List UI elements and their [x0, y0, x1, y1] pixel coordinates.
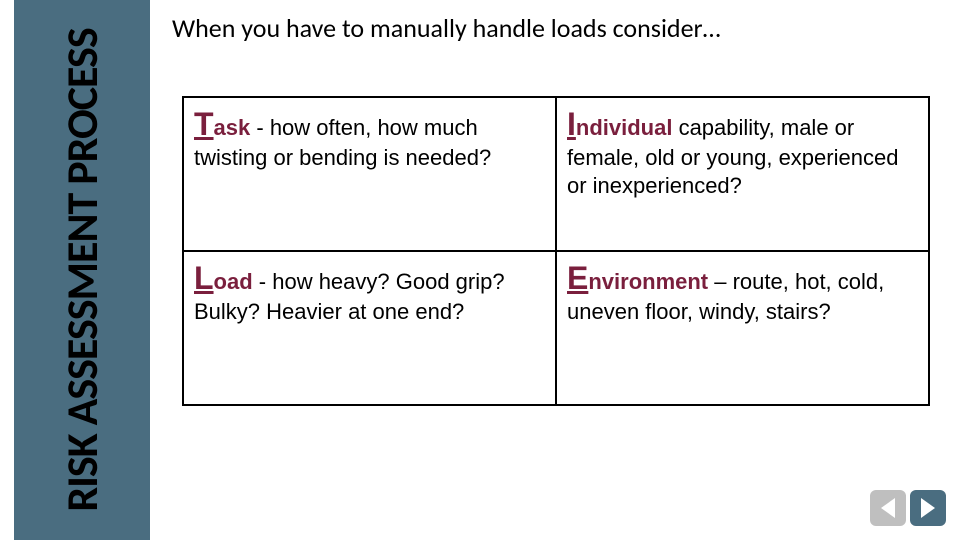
- tile-grid: Task - how often, how much twisting or b…: [182, 96, 930, 406]
- lead-letter: I: [567, 106, 576, 142]
- nav-back-button[interactable]: [870, 490, 906, 526]
- lead-rest: ask: [214, 115, 251, 140]
- tile-row: Load - how heavy? Good grip? Bulky? Heav…: [184, 252, 928, 404]
- cell-task: Task - how often, how much twisting or b…: [184, 98, 557, 250]
- sidebar-title: RISK ASSESSMENT PROCESS: [55, 28, 109, 511]
- cell-individual: Individual capability, male or female, o…: [557, 98, 928, 250]
- arrow-left-icon: [881, 498, 895, 518]
- slide-heading: When you have to manually handle loads c…: [172, 12, 721, 44]
- lead-rest: ndividual: [576, 115, 673, 140]
- tile-row: Task - how often, how much twisting or b…: [184, 98, 928, 252]
- arrow-right-icon: [921, 498, 935, 518]
- nav-controls: [870, 490, 946, 526]
- nav-forward-button[interactable]: [910, 490, 946, 526]
- sidebar: RISK ASSESSMENT PROCESS: [14, 0, 150, 540]
- lead-letter: L: [194, 260, 214, 296]
- lead-rest: nvironment: [588, 269, 708, 294]
- slide: RISK ASSESSMENT PROCESS When you have to…: [0, 0, 960, 540]
- cell-load: Load - how heavy? Good grip? Bulky? Heav…: [184, 252, 557, 404]
- cell-environment: Environment – route, hot, cold, uneven f…: [557, 252, 928, 404]
- lead-letter: E: [567, 260, 588, 296]
- lead-rest: oad: [214, 269, 253, 294]
- lead-letter: T: [194, 106, 214, 142]
